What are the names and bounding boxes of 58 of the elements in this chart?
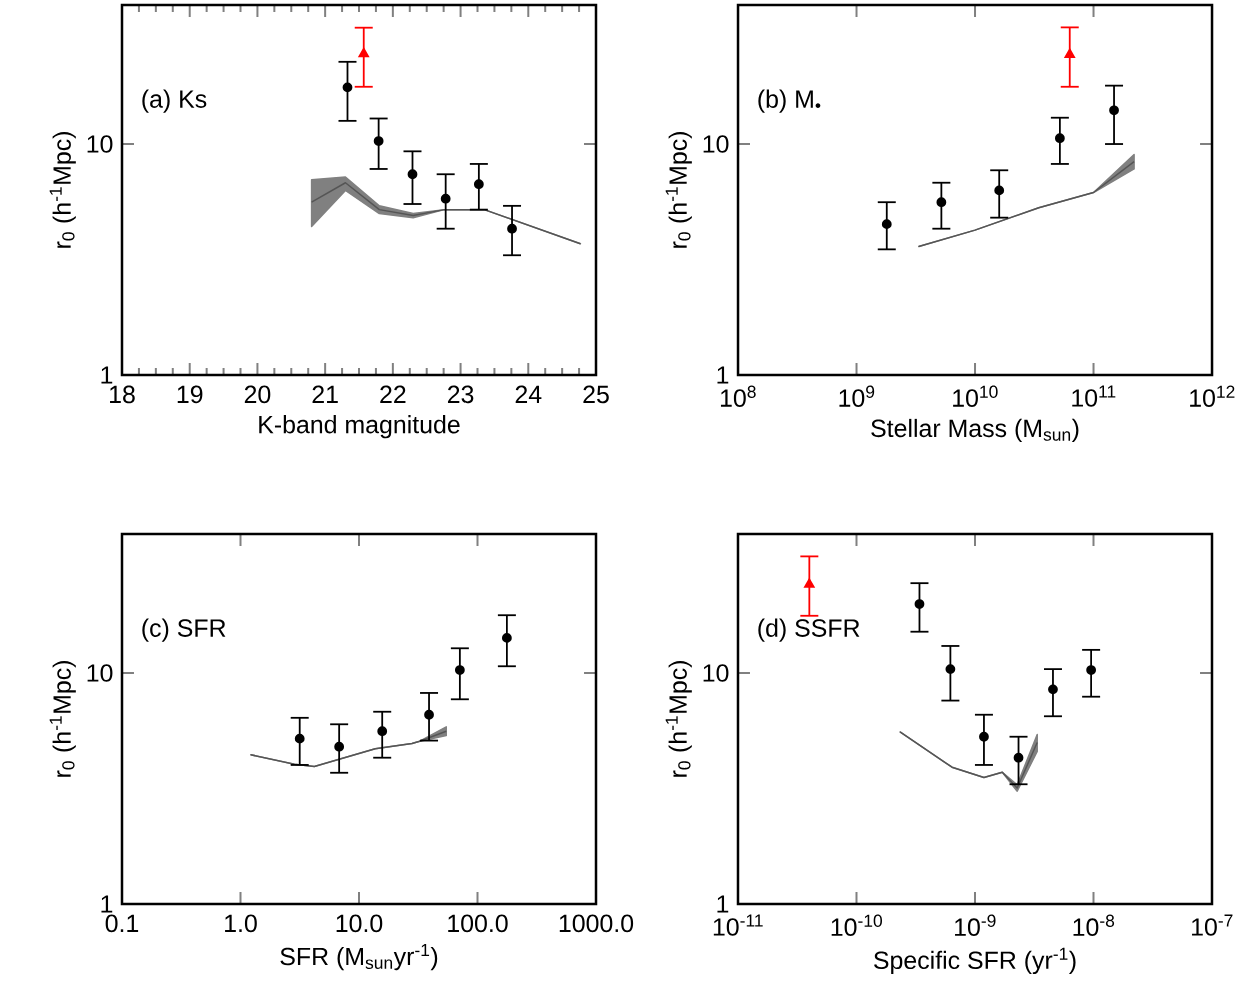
x-axis-title: Stellar Mass (M$_{sun}$) — [871, 418, 1079, 443]
x-tick-label: 1.0 — [225, 914, 257, 933]
x-tick-label: 23 — [447, 385, 474, 404]
point — [507, 223, 517, 234]
point — [342, 82, 353, 93]
y-tick-label: 10 — [87, 664, 113, 682]
point — [373, 136, 384, 146]
x-tick-label: 25 — [583, 385, 609, 404]
x-tick-label: 19 — [177, 385, 203, 404]
x-tick-label: 10$^{9}$ — [839, 385, 875, 407]
point — [501, 632, 512, 643]
x-axis-title: Specific SFR (yr$^{-1}$) — [874, 947, 1076, 975]
point — [881, 219, 892, 230]
point — [358, 47, 369, 58]
y-tick-label: 1 — [717, 895, 729, 913]
y-tick-label: 10 — [703, 135, 729, 153]
x-tick-label: 0.1 — [105, 914, 139, 933]
x-tick-label: 10.0 — [336, 914, 383, 933]
annotation: (c) SFR — [142, 618, 226, 642]
y-tick-label: 10 — [703, 664, 729, 682]
y-axis-title: r$_{0}$ (h$^{-1}$Mpc) — [665, 132, 692, 248]
x-tick-label: 10$^{11}$ — [1072, 385, 1116, 407]
point — [377, 726, 388, 737]
x-tick-label: 10$^{-7}$ — [1192, 914, 1233, 936]
y-tick-label: 1 — [101, 895, 113, 913]
point — [407, 169, 418, 180]
point — [334, 741, 345, 752]
point — [294, 733, 305, 744]
x-tick-label: 10$^{-10}$ — [831, 914, 883, 936]
x-axis-title: SFR (M$_{sun}$yr$^{-1}$) — [280, 944, 438, 971]
y-axis-title: r$_{0}$ (h$^{-1}$Mpc) — [49, 661, 76, 777]
x-tick-label: 10$^{10}$ — [953, 385, 998, 407]
point — [440, 193, 451, 204]
annotation: (b) M$_{•}$ — [758, 89, 821, 113]
y-tick-label: 10 — [87, 135, 113, 153]
x-tick-label: 10$^{-11}$ — [713, 914, 763, 936]
x-tick-label: 100.0 — [448, 914, 508, 933]
y-tick-label: 1 — [101, 366, 113, 384]
annotation: (a) Ks — [142, 89, 207, 113]
x-tick-label: 21 — [312, 385, 338, 403]
x-tick-label: 10$^{12}$ — [1190, 385, 1235, 407]
x-tick-label: 22 — [380, 385, 406, 403]
x-tick-label: 10$^{8}$ — [720, 385, 756, 407]
y-tick-label: 1 — [717, 366, 729, 384]
x-tick-label: 1000.0 — [559, 914, 634, 933]
point — [936, 197, 947, 208]
annotation: (d) SSFR — [758, 618, 860, 642]
x-tick-label: 10$^{-8}$ — [1073, 914, 1115, 936]
point — [1109, 105, 1119, 116]
x-tick-label: 20 — [244, 385, 271, 404]
x-axis-title: K-band magnitude — [259, 415, 460, 439]
point — [473, 179, 484, 190]
point — [994, 185, 1005, 196]
x-tick-label: 24 — [515, 385, 542, 403]
x-tick-label: 18 — [110, 385, 135, 404]
y-axis-title: r$_{0}$ (h$^{-1}$Mpc) — [49, 132, 76, 248]
y-axis-title: r$_{0}$ (h$^{-1}$Mpc) — [665, 661, 692, 777]
x-tick-label: 10$^{-9}$ — [955, 914, 996, 936]
